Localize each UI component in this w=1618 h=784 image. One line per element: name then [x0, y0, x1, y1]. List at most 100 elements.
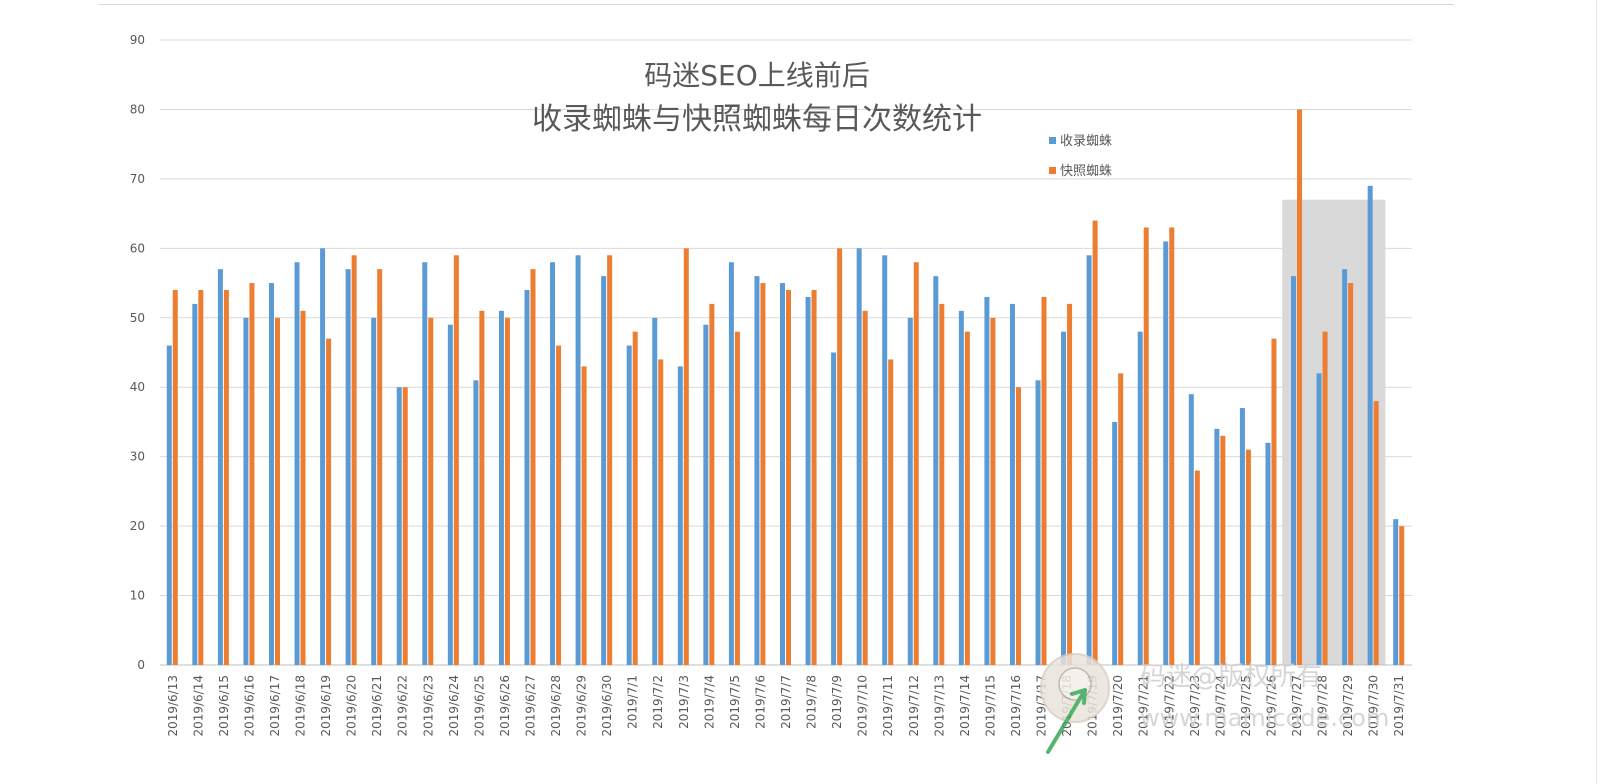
- bar-series-1: [856, 248, 862, 666]
- bar-series-2: [377, 269, 383, 665]
- bar-series-2: [632, 331, 638, 665]
- x-tick-label: 2019/7/27: [1290, 675, 1304, 737]
- bar-series-2: [1399, 526, 1405, 665]
- bar-series-1: [1112, 421, 1118, 665]
- x-tick-label: 2019/6/14: [191, 675, 205, 737]
- bar-series-1: [320, 248, 326, 666]
- x-tick-label: 2019/7/29: [1341, 675, 1355, 737]
- bar-series-1: [345, 269, 351, 665]
- bar-series-1: [550, 262, 556, 665]
- y-tick-label: 60: [130, 241, 145, 255]
- bar-series-2: [1271, 338, 1277, 665]
- x-tick-label: 2019/7/6: [753, 675, 767, 729]
- bar-series-2: [1169, 227, 1175, 665]
- bar-series-2: [1220, 435, 1226, 665]
- legend-swatch-series-1: [1049, 137, 1056, 144]
- y-tick-label: 30: [130, 450, 145, 464]
- bar-series-1: [984, 296, 990, 665]
- bar-series-1: [1009, 303, 1015, 665]
- bar-series-2: [709, 303, 715, 665]
- bar-series-2: [760, 283, 766, 665]
- x-tick-label: 2019/7/10: [856, 675, 870, 737]
- bar-series-1: [1239, 408, 1245, 665]
- bar-series-2: [888, 359, 894, 665]
- x-tick-label: 2019/7/28: [1316, 675, 1330, 737]
- bar-series-2: [479, 310, 485, 665]
- bar-series-2: [556, 345, 562, 665]
- chart-title-line-2: 收录蜘蛛与快照蜘蛛每日次数统计: [532, 102, 982, 137]
- x-tick-label: 2019/7/11: [881, 675, 895, 737]
- bar-series-1: [166, 345, 172, 665]
- x-tick-label: 2019/6/29: [575, 675, 589, 737]
- x-tick-label: 2019/7/1: [626, 675, 640, 729]
- y-tick-label: 50: [130, 311, 145, 325]
- bar-series-1: [1342, 269, 1348, 665]
- bar-series-1: [882, 255, 888, 665]
- legend-label-series-1: 收录蜘蛛: [1060, 134, 1112, 149]
- x-tick-label: 2019/6/24: [447, 675, 461, 737]
- x-tick-label: 2019/7/2: [651, 675, 665, 729]
- x-axis-ticks: 2019/6/13 2019/6/14 2019/6/15 2019/6/16 2019…: [166, 675, 1406, 737]
- bar-series-2: [1015, 387, 1021, 665]
- bar-series-2: [453, 255, 459, 665]
- bar-series-1: [447, 324, 453, 665]
- x-tick-label: 2019/7/30: [1367, 675, 1381, 737]
- bar-series-1: [652, 317, 658, 665]
- bar-series-2: [913, 262, 919, 665]
- x-tick-label: 2019/7/14: [958, 675, 972, 737]
- bar-series-1: [422, 262, 428, 665]
- bar-series-1: [396, 387, 402, 665]
- x-tick-label: 2019/7/12: [907, 675, 921, 737]
- x-tick-label: 2019/7/22: [1162, 675, 1176, 737]
- bar-series-1: [1291, 276, 1297, 665]
- bar-series-2: [504, 317, 510, 665]
- bar-series-2: [300, 310, 306, 665]
- bar-series-2: [351, 255, 357, 665]
- legend-swatch-series-2: [1049, 167, 1056, 174]
- y-tick-label: 10: [130, 589, 145, 603]
- bar-series-2: [1297, 109, 1303, 665]
- bar-series-2: [990, 317, 996, 665]
- bar-series-1: [268, 283, 274, 665]
- y-tick-label: 40: [130, 380, 145, 394]
- bar-series-2: [1143, 227, 1149, 665]
- x-tick-label: 2019/7/25: [1239, 675, 1253, 737]
- x-tick-label: 2019/7/21: [1137, 675, 1151, 737]
- x-tick-label: 2019/7/9: [830, 675, 844, 729]
- bar-series-1: [831, 352, 837, 665]
- x-tick-label: 2019/6/28: [549, 675, 563, 737]
- x-tick-label: 2019/6/30: [600, 675, 614, 737]
- bar-series-2: [1041, 296, 1047, 665]
- bar-series-1: [1214, 428, 1220, 665]
- x-tick-label: 2019/6/20: [345, 675, 359, 737]
- bar-series-1: [933, 276, 939, 665]
- bar-series-1: [754, 276, 760, 665]
- bar-series-1: [1188, 394, 1194, 665]
- bar-series-2: [811, 290, 817, 665]
- bar-series-2: [1118, 373, 1124, 665]
- x-tick-label: 2019/6/18: [294, 675, 308, 737]
- right-divider: [1596, 0, 1597, 784]
- bar-series-2: [1373, 401, 1379, 665]
- bar-series-1: [217, 269, 223, 665]
- bar-series-1: [371, 317, 377, 665]
- x-tick-label: 2019/6/15: [217, 675, 231, 737]
- bar-series-2: [734, 331, 740, 665]
- legend: 收录蜘蛛 快照蜘蛛: [1049, 134, 1112, 179]
- x-tick-label: 2019/6/17: [268, 675, 282, 737]
- bar-series-2: [198, 290, 204, 665]
- bar-series-2: [223, 290, 229, 665]
- y-tick-label: 90: [130, 33, 145, 47]
- bar-series-1: [1265, 442, 1271, 665]
- x-tick-label: 2019/6/22: [396, 675, 410, 737]
- bar-series-2: [862, 310, 868, 665]
- bar-series-2: [172, 290, 178, 665]
- bar-series-1: [601, 276, 607, 665]
- x-tick-label: 2019/7/20: [1111, 675, 1125, 737]
- x-tick-label: 2019/6/21: [370, 675, 384, 737]
- bar-series-1: [192, 303, 198, 665]
- y-tick-label: 20: [130, 519, 145, 533]
- bars: [166, 109, 1405, 666]
- x-tick-label: 2019/7/16: [1009, 675, 1023, 737]
